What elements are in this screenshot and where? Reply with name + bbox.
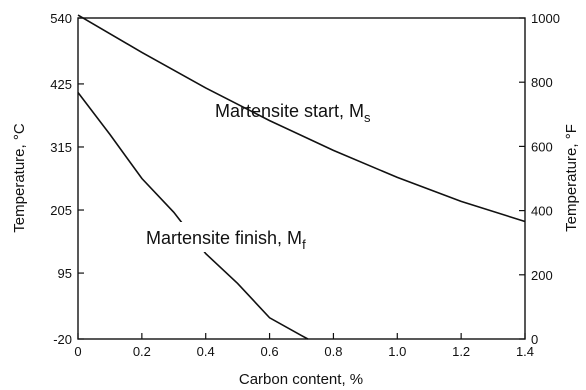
y-right-tick-label: 600 [531,139,553,154]
x-tick-label: 1.2 [452,344,470,359]
y-right-tick-label: 0 [531,332,538,347]
mf-curve [77,92,309,340]
y-left-tick-label: 540 [50,11,72,26]
x-tick-label: 0 [74,344,81,359]
annotation-ms-main: Martensite start, M [215,101,364,121]
y-left-tick-label: 95 [58,266,72,281]
y-right-tick-label: 1000 [531,11,560,26]
y-left-tick-label: 425 [50,77,72,92]
y-left-tick-label: 205 [50,203,72,218]
annotation-mf-main: Martensite finish, M [146,228,302,248]
series-lines [77,14,526,340]
annotation-mf-sub: f [302,237,306,252]
y-ticks-left: 540 425 315 205 95 -20 [50,11,84,347]
y-ticks-right: 1000 800 600 400 200 0 [519,11,560,347]
y-right-tick-label: 800 [531,75,553,90]
x-tick-label: 1.0 [388,344,406,359]
x-tick-label: 0.8 [324,344,342,359]
annotation-mf-background [140,222,362,252]
x-ticks: 0 0.2 0.4 0.6 0.8 1.0 1.2 1.4 [74,333,534,359]
ms-curve [77,14,526,223]
y-axis-label-left: Temperature, °C [11,123,28,233]
y-left-tick-label: -20 [53,332,72,347]
annotation-ms-sub: s [364,110,371,125]
y-left-tick-label: 315 [50,140,72,155]
annotation-ms: Martensite start, Ms [215,101,371,125]
x-tick-label: 0.2 [133,344,151,359]
plot-frame [77,17,526,340]
x-axis-label: Carbon content, % [239,371,363,388]
x-tick-label: 0.4 [197,344,215,359]
x-tick-label: 1.4 [516,344,534,359]
y-right-tick-label: 200 [531,268,553,283]
x-tick-label: 0.6 [261,344,279,359]
y-axis-label-right: Temperature, °F [563,124,580,232]
annotation-mf: Martensite finish, Mf [146,228,306,252]
y-right-tick-label: 400 [531,204,553,219]
